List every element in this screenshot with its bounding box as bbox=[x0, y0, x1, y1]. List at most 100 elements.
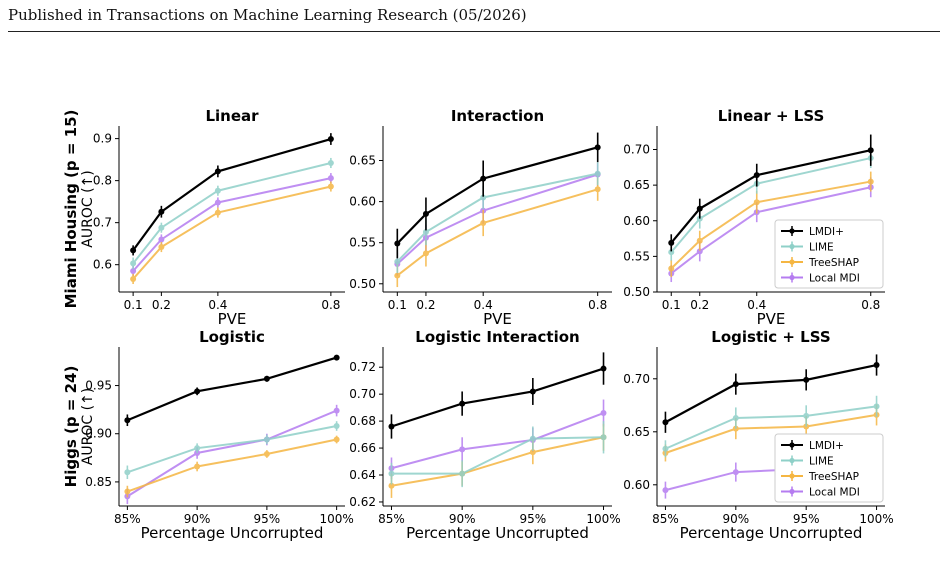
y-tick-label: 0.8 bbox=[93, 174, 112, 188]
data-point bbox=[333, 436, 340, 443]
x-tick-label: 90% bbox=[722, 512, 749, 526]
x-tick-label: 95% bbox=[793, 512, 820, 526]
data-point bbox=[600, 410, 607, 417]
legend-box bbox=[774, 219, 884, 289]
y-tick-label: 0.60 bbox=[623, 214, 650, 228]
data-point bbox=[480, 194, 487, 201]
data-point bbox=[388, 482, 395, 489]
legend-label: TreeSHAP bbox=[808, 471, 859, 483]
series-lmdi bbox=[668, 134, 874, 252]
x-tick-label: 0.4 bbox=[208, 298, 227, 312]
x-axis-label: Percentage Uncorrupted bbox=[406, 524, 589, 542]
series-line bbox=[396, 173, 598, 265]
series-line bbox=[396, 188, 598, 277]
data-point bbox=[732, 469, 739, 476]
y-tick-label: 0.70 bbox=[623, 143, 650, 157]
legend-label: LMDI+ bbox=[809, 440, 844, 452]
y-tick-label: 0.65 bbox=[349, 154, 376, 168]
series-line bbox=[132, 137, 332, 252]
x-axis-label: PVE bbox=[483, 310, 512, 328]
x-tick-label: 0.2 bbox=[416, 298, 435, 312]
data-point bbox=[529, 449, 536, 456]
data-point bbox=[422, 229, 429, 236]
data-point bbox=[668, 265, 675, 272]
series-line bbox=[665, 405, 877, 450]
data-point bbox=[662, 445, 669, 452]
series-lmdi bbox=[662, 354, 880, 433]
legend-item: LMDI+ bbox=[781, 440, 844, 452]
x-tick-label: 90% bbox=[449, 512, 476, 526]
series-line bbox=[132, 162, 332, 265]
subplot-1: Linear 0.6 0.7 0.8 0.9 0.1 0.2 0.4 0.8 PVE bbox=[93, 107, 345, 328]
y-tick-label: 0.66 bbox=[349, 441, 376, 455]
x-tick-label: 0.1 bbox=[662, 298, 681, 312]
series-lime bbox=[662, 395, 880, 458]
data-point bbox=[753, 199, 760, 206]
subplot-title: Linear bbox=[205, 107, 259, 125]
data-point bbox=[388, 470, 395, 477]
data-point bbox=[803, 376, 810, 383]
legend-label: TreeSHAP bbox=[808, 257, 859, 269]
x-tick-label: 0.4 bbox=[747, 298, 766, 312]
series-line bbox=[126, 356, 337, 422]
series-line bbox=[132, 177, 332, 272]
legend-swatch-marker bbox=[789, 259, 795, 265]
series-line bbox=[391, 436, 604, 487]
data-point bbox=[194, 463, 201, 470]
data-point bbox=[459, 400, 466, 407]
data-point bbox=[333, 423, 340, 430]
data-point bbox=[327, 136, 334, 143]
data-point bbox=[130, 275, 137, 282]
y-tick-label: 0.6 bbox=[93, 258, 112, 272]
legend-swatch-marker bbox=[789, 243, 795, 250]
x-tick-label: 100% bbox=[859, 512, 893, 526]
series-line bbox=[670, 157, 871, 253]
x-tick-label: 85% bbox=[114, 512, 141, 526]
series-line bbox=[391, 436, 604, 475]
x-axis-label: Percentage Uncorrupted bbox=[680, 524, 863, 542]
data-point bbox=[867, 178, 874, 185]
data-point bbox=[696, 205, 703, 212]
x-axis-label: Percentage Uncorrupted bbox=[141, 524, 324, 542]
subplot-4: Logistic 0.85 0.90 0.95 85% 90% 95% 100%Percent… bbox=[85, 328, 354, 542]
data-point bbox=[867, 147, 874, 154]
data-point bbox=[594, 170, 601, 177]
x-tick-label: 0.1 bbox=[388, 298, 407, 312]
legend-swatch-marker bbox=[789, 488, 795, 495]
data-point bbox=[696, 248, 703, 255]
y-tick-label: 0.65 bbox=[623, 425, 650, 439]
series-line bbox=[391, 412, 604, 470]
row-label: Miami Housing (p = 15) bbox=[62, 110, 80, 309]
x-tick-label: 0.8 bbox=[861, 298, 880, 312]
series-line bbox=[670, 149, 871, 244]
legend-swatch-marker bbox=[789, 274, 795, 281]
series-line bbox=[127, 425, 337, 474]
x-tick-label: 85% bbox=[378, 512, 405, 526]
row-label: Higgs (p = 24) bbox=[62, 366, 80, 488]
data-point bbox=[158, 208, 165, 215]
legend-label: LIME bbox=[809, 242, 834, 254]
x-tick-label: 85% bbox=[652, 512, 679, 526]
y-tick-label: 0.70 bbox=[623, 372, 650, 386]
series-treeshap bbox=[668, 171, 874, 278]
legend-label: LMDI+ bbox=[809, 226, 844, 238]
data-point bbox=[333, 354, 340, 361]
series-line bbox=[127, 438, 337, 493]
data-point bbox=[130, 247, 137, 254]
y-tick-label: 0.70 bbox=[349, 387, 376, 401]
x-tick-label: 100% bbox=[319, 512, 353, 526]
y-tick-label: 0.60 bbox=[623, 478, 650, 492]
subplot-title: Logistic bbox=[199, 328, 265, 346]
x-tick-label: 100% bbox=[586, 512, 620, 526]
series-lime bbox=[130, 157, 334, 270]
y-tick-label: 0.62 bbox=[349, 495, 376, 509]
x-axis-label: PVE bbox=[757, 310, 786, 328]
data-point bbox=[394, 272, 401, 279]
data-point bbox=[529, 435, 536, 442]
data-point bbox=[480, 219, 487, 226]
data-point bbox=[124, 488, 131, 495]
legend-swatch-marker bbox=[789, 442, 795, 448]
data-point bbox=[732, 415, 739, 422]
data-point bbox=[422, 250, 429, 257]
page-header: Published in Transactions on Machine Lea… bbox=[8, 6, 527, 24]
